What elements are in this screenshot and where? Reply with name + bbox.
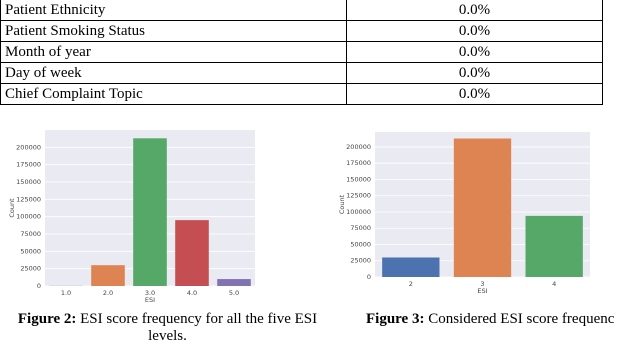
y-tick-label: 200000 [346, 143, 371, 151]
y-tick-label: 175000 [346, 159, 371, 167]
caption-label: Figure 3: [366, 311, 424, 327]
y-tick-label: 150000 [346, 175, 371, 183]
x-tick-label: 2.0 [103, 289, 113, 297]
y-tick-label: 50000 [20, 247, 41, 255]
x-axis-label: ESI [477, 287, 487, 295]
x-tick-label: 1.0 [61, 289, 71, 297]
x-tick-label: 2 [409, 280, 413, 288]
bar [382, 257, 439, 277]
y-tick-label: 100000 [16, 213, 41, 221]
y-tick-label: 0 [37, 282, 41, 290]
y-axis-label: Count [8, 198, 16, 218]
y-tick-label: 200000 [16, 143, 41, 151]
bar [526, 216, 583, 277]
y-tick-label: 50000 [350, 240, 371, 248]
y-tick-label: 175000 [16, 161, 41, 169]
bar [133, 138, 167, 286]
y-axis-label: Count [338, 194, 346, 214]
caption: Figure 3: Considered ESI score frequenc [366, 311, 640, 328]
caption-text: ESI score frequency for all the five ESI… [80, 311, 317, 344]
y-tick-label: 25000 [350, 257, 371, 265]
caption-label: Figure 2: [18, 311, 76, 327]
caption: Figure 2: ESI score frequency for all th… [10, 311, 325, 345]
y-tick-label: 150000 [16, 178, 41, 186]
caption-text: Considered ESI score frequenc [428, 311, 614, 327]
y-tick-label: 125000 [16, 195, 41, 203]
x-axis-label: ESI [145, 296, 155, 304]
y-tick-label: 125000 [346, 192, 371, 200]
y-tick-label: 25000 [20, 265, 41, 273]
y-tick-label: 0 [367, 273, 371, 281]
y-tick-label: 75000 [350, 224, 371, 232]
y-tick-label: 100000 [346, 208, 371, 216]
y-tick-label: 75000 [20, 230, 41, 238]
x-tick-label: 4.0 [187, 289, 197, 297]
bar [454, 139, 511, 277]
x-tick-label: 4 [552, 280, 556, 288]
x-tick-label: 5.0 [229, 289, 239, 297]
bar [217, 279, 251, 286]
bar [175, 220, 209, 286]
bar [91, 265, 125, 286]
